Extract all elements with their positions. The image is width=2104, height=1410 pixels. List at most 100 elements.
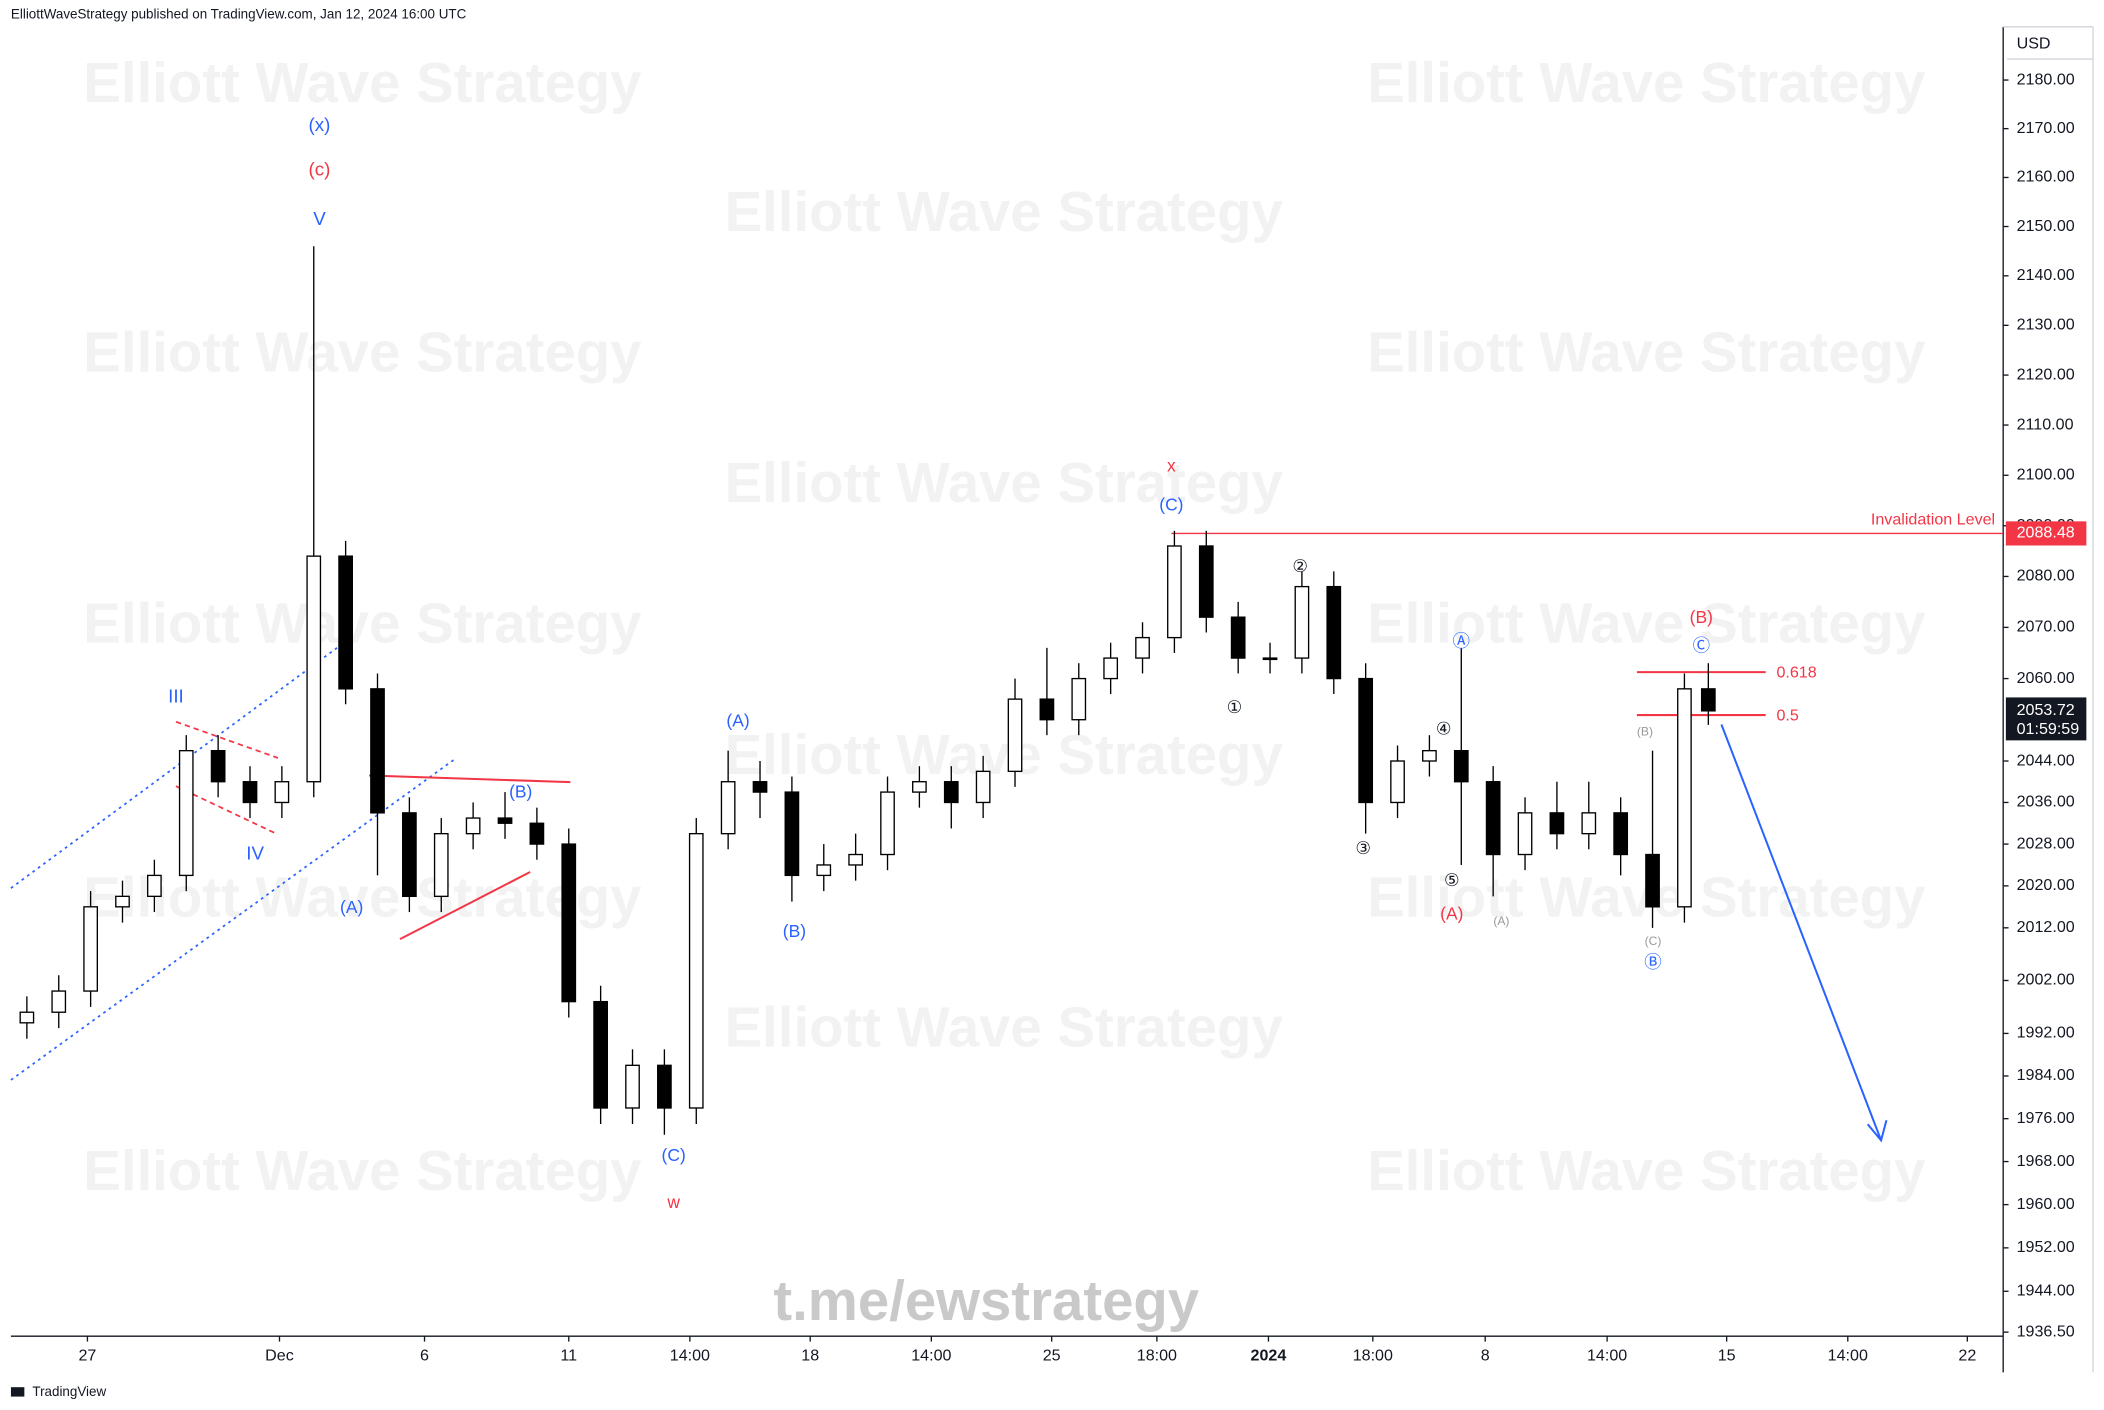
- wave-label: (c): [309, 158, 331, 179]
- wave-label: (C): [1645, 934, 1662, 948]
- candle-body: [593, 1000, 609, 1109]
- x-tick-label: 18:00: [1137, 1347, 1177, 1365]
- wave-label: (A): [726, 710, 749, 730]
- countdown: 01:59:59: [2017, 720, 2080, 738]
- candle-body: [1581, 812, 1597, 835]
- candle-body: [1167, 545, 1182, 639]
- candle-body: [880, 791, 895, 856]
- wave-label: (A): [1440, 904, 1463, 924]
- candle-body: [657, 1064, 672, 1109]
- candle-body: [242, 781, 258, 804]
- candle-body: [1453, 749, 1469, 783]
- candle-body: [1390, 760, 1405, 804]
- wave-label: V: [313, 208, 326, 229]
- candle-body: [561, 843, 577, 1003]
- candle-body: [1198, 545, 1214, 618]
- candle-body: [975, 770, 991, 804]
- candle-body: [1422, 749, 1437, 762]
- candle-body: [1071, 677, 1087, 721]
- wave-label: ①: [1227, 697, 1243, 717]
- candle-body: [1613, 812, 1629, 856]
- candle-body: [178, 749, 194, 877]
- candle-body: [1039, 698, 1055, 721]
- last-price: 2053.72: [2017, 701, 2075, 719]
- wave-label: IV: [246, 843, 264, 864]
- x-tick-label: 11: [560, 1347, 577, 1365]
- watermarks: Elliott Wave Strategy Elliott Wave Strate…: [83, 51, 1926, 1202]
- wave-label: (A): [1493, 914, 1509, 928]
- candle-body: [115, 895, 130, 908]
- triangle-line: [399, 871, 531, 940]
- y-tick-label: 1992.00: [2017, 1024, 2075, 1042]
- candle-body: [1677, 688, 1692, 908]
- wave-label: x: [1167, 455, 1176, 475]
- candle-body: [848, 853, 864, 866]
- wave-label: Ⓐ: [1452, 631, 1469, 651]
- y-tick-label: 2140.00: [2017, 266, 2075, 284]
- x-tick-label: 8: [1481, 1347, 1490, 1365]
- x-tick-label: 22: [1958, 1347, 1976, 1365]
- candle-body: [688, 832, 704, 1109]
- x-tick-label: 14:00: [1587, 1347, 1627, 1365]
- watermark: Elliott Wave Strategy: [725, 723, 1284, 786]
- y-tick-label: 2060.00: [2017, 669, 2075, 687]
- triangle-line: [369, 774, 571, 784]
- wave-label: ④: [1436, 718, 1452, 738]
- x-tick-label: 14:00: [911, 1347, 951, 1365]
- y-tick-label: 1952.00: [2017, 1238, 2075, 1256]
- candle-body: [784, 791, 800, 877]
- wave-label: ③: [1355, 838, 1371, 858]
- candle-body: [1485, 781, 1501, 856]
- wave-label: (B): [1690, 607, 1713, 627]
- y-tick-label: 2100.00: [2017, 466, 2075, 484]
- watermark: Elliott Wave Strategy: [1367, 1139, 1926, 1202]
- candle-body: [210, 749, 226, 783]
- candle-body: [402, 812, 417, 898]
- candle-body: [338, 555, 353, 690]
- candle-body: [816, 864, 832, 877]
- candle-body: [1294, 585, 1310, 659]
- candle-body: [1358, 677, 1374, 804]
- x-tick-label: 14:00: [1828, 1347, 1868, 1365]
- y-tick-label: 2130.00: [2017, 316, 2075, 334]
- candle-body: [1135, 636, 1150, 659]
- y-tick-label: 1944.00: [2017, 1282, 2075, 1300]
- watermark: Elliott Wave Strategy: [83, 321, 642, 384]
- y-tick-label: 1968.00: [2017, 1152, 2075, 1170]
- candle-body: [1230, 616, 1246, 659]
- x-tick-label: 25: [1043, 1347, 1061, 1365]
- y-tick-label: 2150.00: [2017, 217, 2075, 235]
- watermark: Elliott Wave Strategy: [1367, 592, 1926, 655]
- candle-body: [19, 1011, 35, 1024]
- y-tick-label: 2070.00: [2017, 618, 2075, 636]
- candle-body: [912, 781, 927, 793]
- candle-body: [306, 555, 322, 783]
- y-tick-label: 2160.00: [2017, 168, 2075, 186]
- candle-body: [1549, 812, 1565, 835]
- y-tick-label: 2080.00: [2017, 567, 2075, 585]
- wave-label: III: [168, 686, 184, 707]
- x-tick-label: Dec: [265, 1347, 294, 1365]
- wave-label: (x): [309, 114, 331, 135]
- header: ElliottWaveStrategy published on Trading…: [11, 6, 467, 21]
- y-tick-label: 1976.00: [2017, 1109, 2075, 1127]
- watermark: Elliott Wave Strategy: [83, 865, 642, 928]
- y-tick-label: 2020.00: [2017, 876, 2075, 894]
- x-tick-label: 27: [78, 1347, 96, 1365]
- watermark: Elliott Wave Strategy: [725, 180, 1284, 243]
- y-tick-label: 2036.00: [2017, 793, 2075, 811]
- x-tick-label: 14:00: [670, 1347, 710, 1365]
- plot-area: 2180.00 2170.00 2160.00 2150.00 2140.00 2130.…: [19, 70, 2087, 1365]
- watermark: Elliott Wave Strategy: [83, 1139, 642, 1202]
- candle-body: [147, 874, 162, 898]
- y-tick-label: 2012.00: [2017, 918, 2075, 936]
- wave-label: Ⓑ: [1644, 952, 1661, 972]
- fib-label: 0.5: [1776, 707, 1798, 725]
- watermark: Elliott Wave Strategy: [1367, 51, 1926, 114]
- candle-body: [1007, 698, 1023, 773]
- x-tick-label: 15: [1718, 1347, 1736, 1365]
- wave-label: (A): [340, 897, 363, 917]
- candle-body: [720, 781, 736, 835]
- wave-label: ⑤: [1444, 870, 1460, 890]
